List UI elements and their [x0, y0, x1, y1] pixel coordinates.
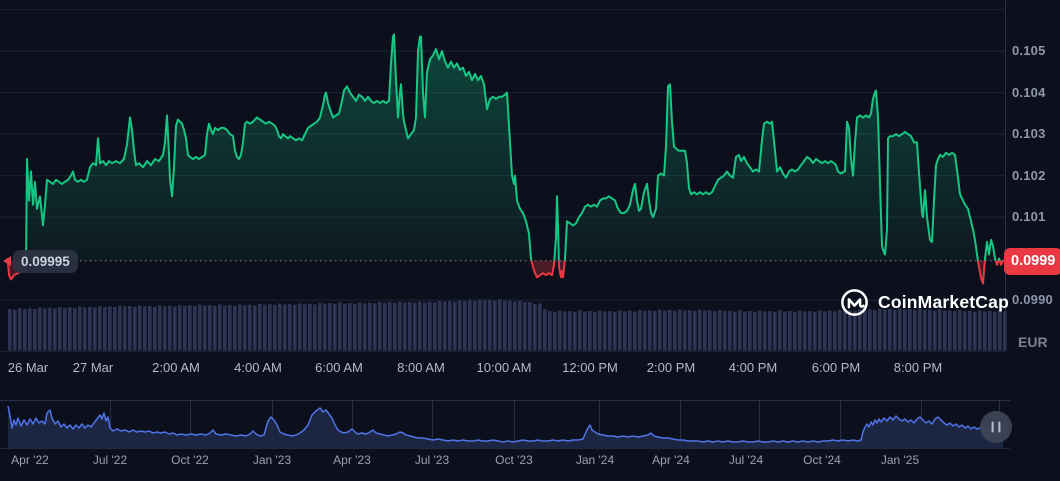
y-axis-tick: 0.101: [1012, 209, 1046, 224]
navigator-area: [8, 406, 1003, 448]
watermark-text: CoinMarketCap: [878, 292, 1009, 312]
navigator-axis-tick: Apr '23: [333, 453, 371, 467]
x-axis-tick: 4:00 AM: [234, 360, 282, 375]
y-axis-tick: 0.102: [1012, 168, 1046, 183]
x-axis-tick: 8:00 AM: [397, 360, 445, 375]
navigator-axis-tick: Oct '22: [171, 453, 209, 467]
coinmarketcap-logo-icon: [840, 288, 869, 317]
x-axis-tick: 6:00 PM: [811, 360, 861, 375]
navigator-axis-tick: Jan '23: [252, 453, 292, 467]
coinmarketcap-watermark: CoinMarketCap: [840, 288, 1009, 317]
volume-bars: [8, 299, 1007, 351]
price-area-up: [26, 34, 1000, 261]
navigator-axis-tick: Jul '22: [92, 453, 128, 467]
x-axis-tick: 26 Mar: [7, 360, 49, 375]
navigator-track[interactable]: [0, 400, 1010, 449]
x-axis-tick: 27 Mar: [72, 360, 114, 375]
x-axis-tick: 2:00 AM: [152, 360, 200, 375]
x-axis-tick: 6:00 AM: [315, 360, 363, 375]
navigator-axis-tick: Jan '24: [575, 453, 615, 467]
price-line-up: [25, 33, 1004, 261]
navigator-axis-tick: Oct '23: [495, 453, 533, 467]
x-axis-tick: 8:00 PM: [893, 360, 943, 375]
currency-unit-label: EUR: [1018, 334, 1048, 350]
x-axis-tick: 2:00 PM: [646, 360, 696, 375]
current-price-badge: 0.0999: [1004, 248, 1060, 275]
series-start-marker-icon: [3, 256, 11, 266]
y-axis-tick: 0.105: [1012, 43, 1046, 58]
x-axis-tick: 12:00 PM: [562, 360, 618, 375]
navigator-axis-tick: Oct '24: [803, 453, 841, 467]
reference-price-label: 0.09995: [13, 250, 78, 273]
navigator-line: [7, 405, 1004, 443]
y-axis-tick: 0.104: [1012, 85, 1046, 100]
navigator-axis-tick: Jul '24: [728, 453, 764, 467]
y-axis-tick: 0.0990: [1012, 292, 1053, 307]
y-axis-tick: 0.103: [1012, 126, 1046, 141]
navigator-axis-tick: Apr '22: [11, 453, 49, 467]
navigator-axis-tick: Jul '23: [414, 453, 450, 467]
x-axis-tick: 4:00 PM: [728, 360, 778, 375]
x-axis-tick: 10:00 AM: [476, 360, 532, 375]
navigator-axis-tick: Jan '25: [880, 453, 920, 467]
navigator-axis-tick: Apr '24: [652, 453, 690, 467]
navigator-handle[interactable]: [980, 411, 1012, 443]
